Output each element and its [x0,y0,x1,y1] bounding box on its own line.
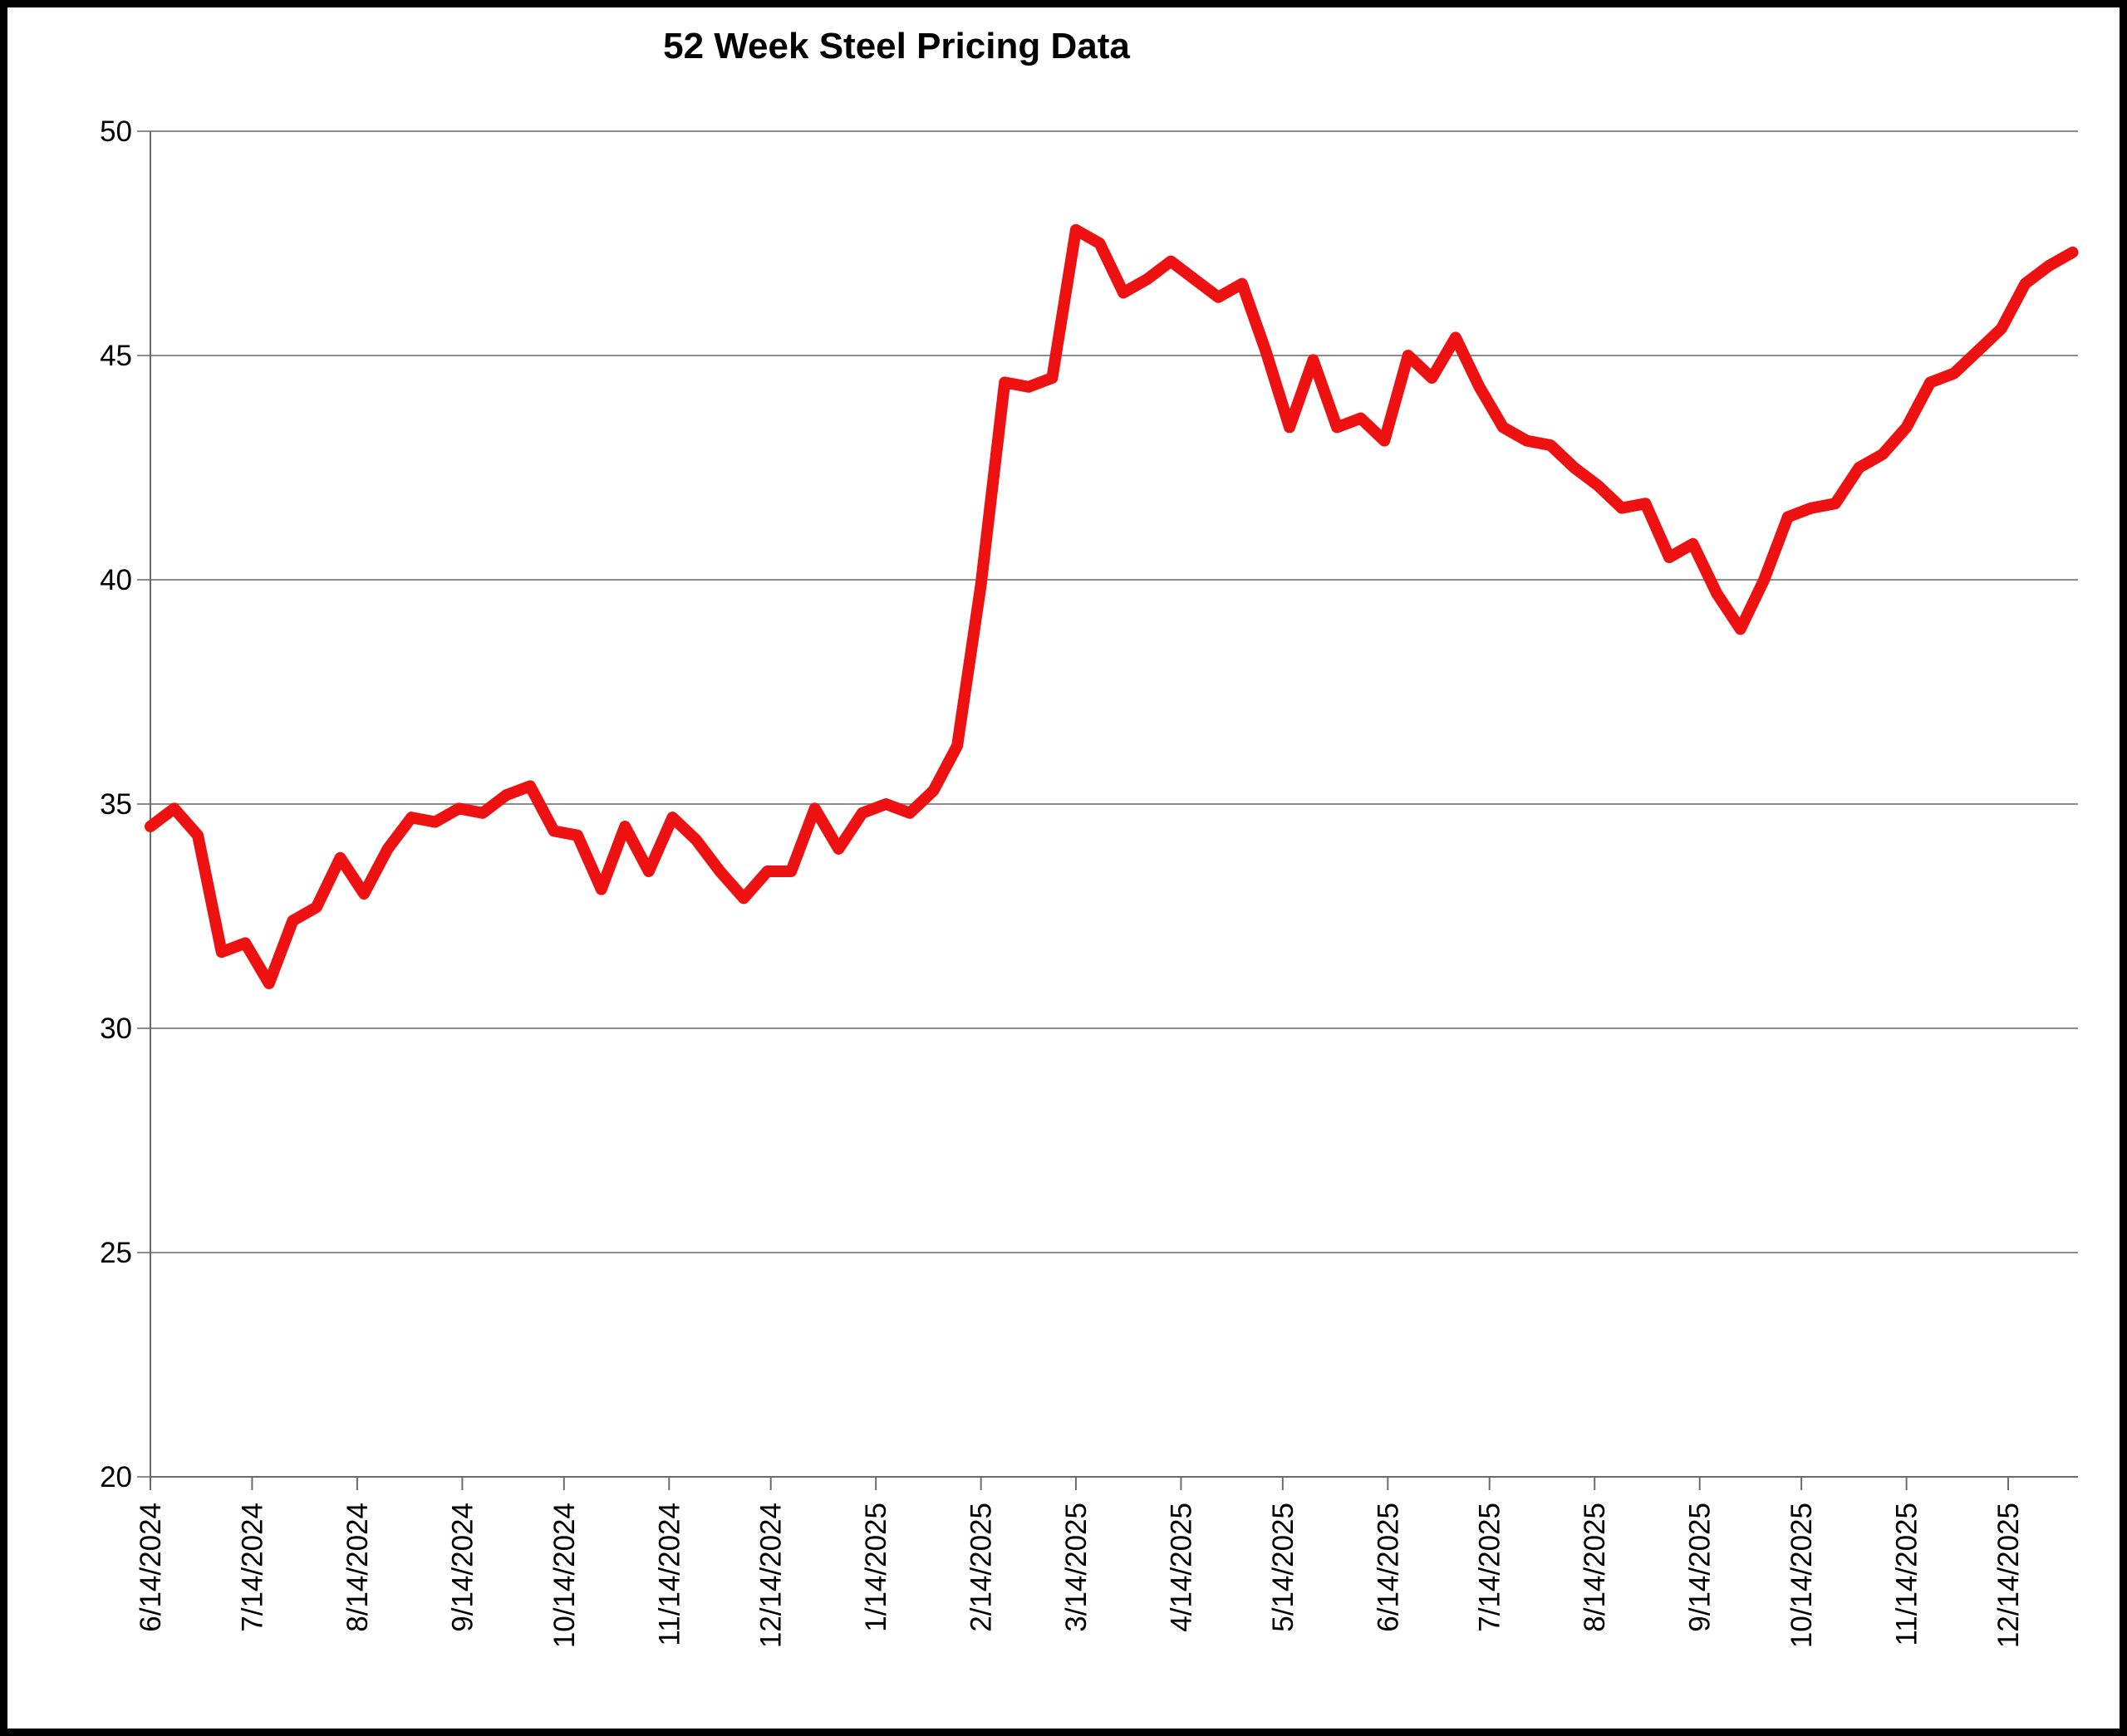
steel-price-line [145,223,2079,989]
x-axis-tick-label: 10/14/2025 [1786,1503,1818,1648]
y-axis-tick-label: 25 [100,1237,132,1269]
x-axis-tick-label: 3/14/2025 [1060,1503,1093,1632]
x-axis-tick-label: 7/14/2024 [236,1503,268,1632]
x-axis-tick-label: 1/14/2025 [860,1503,892,1632]
chart-title: 52 Week Steel Pricing Data [663,26,1130,66]
x-axis-tick-label: 7/14/2025 [1474,1503,1506,1632]
x-axis-tick-label: 11/14/2024 [653,1503,685,1646]
x-axis-tick-label: 6/14/2025 [1372,1503,1404,1632]
x-axis-tick-label: 9/14/2025 [1684,1503,1717,1632]
x-axis-tick-label: 2/14/2025 [965,1503,998,1632]
y-axis-tick-label: 45 [100,340,132,372]
x-axis-tick-label: 8/14/2025 [1579,1503,1611,1632]
x-axis-tick-label: 10/14/2024 [548,1503,581,1648]
x-axis-tick-label: 12/14/2024 [755,1503,788,1648]
y-axis-tick-label: 20 [100,1461,132,1493]
y-axis-tick-label: 35 [100,788,132,821]
x-axis-tick-label: 8/14/2024 [341,1503,374,1632]
y-axis-tick-label: 30 [100,1013,132,1045]
line-chart-canvas: 20 25 30 35 40 45 50 6/14/2024 7/14/2024 8/14/202… [100,115,2079,1648]
x-axis-tick-label: 4/14/2025 [1165,1503,1197,1632]
x-axis-tick-label: 12/14/2025 [1992,1503,2025,1648]
x-axis-tick-label: 11/14/2025 [1891,1503,1923,1646]
x-axis-tick-label: 6/14/2024 [135,1503,167,1632]
x-axis-tick-label: 5/14/2025 [1267,1503,1299,1632]
y-axis-tick-label: 40 [100,564,132,596]
x-axis-tick-label: 9/14/2024 [446,1503,479,1632]
y-axis-tick-label: 50 [100,115,132,148]
